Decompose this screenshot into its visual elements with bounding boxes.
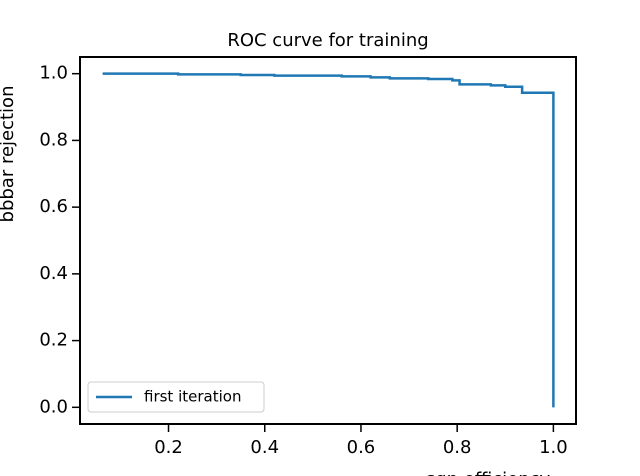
legend-label: first iteration	[144, 388, 241, 406]
plot-frame	[79, 56, 577, 425]
y-tick-label: 0.8	[39, 129, 68, 150]
y-tick-label: 0.4	[39, 263, 68, 284]
x-axis-label: sgn efficiency	[426, 469, 551, 476]
x-tick-label: 0.6	[347, 437, 376, 458]
y-tick-label: 0.6	[39, 196, 68, 217]
x-tick-label: 0.4	[250, 437, 279, 458]
x-tick-label: 0.2	[154, 437, 183, 458]
y-tick-label: 0.0	[39, 396, 68, 417]
roc-line	[102, 72, 555, 408]
legend-box	[87, 381, 265, 413]
y-axis-label: bbbar rejection	[0, 86, 18, 223]
x-tick-label: 1.0	[539, 437, 568, 458]
y-tick-label: 1.0	[39, 63, 68, 84]
y-tick-label: 0.2	[39, 330, 68, 351]
x-tick-label: 0.8	[443, 437, 472, 458]
chart-title: ROC curve for training	[227, 30, 428, 51]
